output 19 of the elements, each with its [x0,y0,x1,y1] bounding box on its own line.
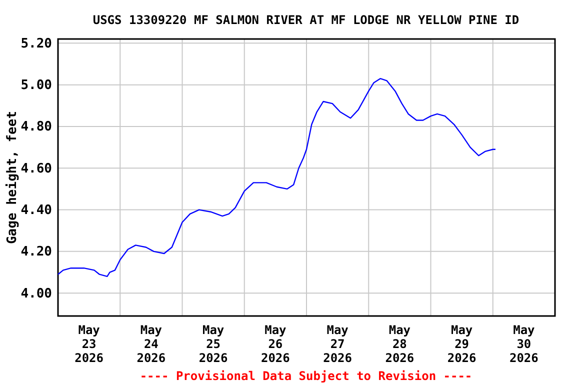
y-tick-label: 5.20 [20,36,52,52]
y-tick-label: 4.00 [20,286,52,302]
x-tick-label: May 24 2026 [136,323,166,365]
y-tick-label: 4.20 [20,244,52,260]
x-tick-label: May 29 2026 [447,323,476,365]
y-tick-label: 4.80 [20,120,52,135]
x-tick-label: May 25 2026 [198,323,228,365]
y-axis-title: Gage height, feet [5,110,20,244]
y-tick-label: 5.00 [20,78,52,93]
x-tick-label: May 26 2026 [260,323,290,365]
line-series [57,78,496,278]
text: ---- Provisional Data Subject to Revision ---- [140,369,472,383]
y-tick-label: 4.40 [20,202,52,218]
y-tick-label: 4.60 [20,161,52,176]
chart-title: USGS 13309220 MF SALMON RIVER AT MF LODGE NR YELLOW PINE ID [92,13,520,27]
x-tick-label: May 23 2026 [74,323,104,365]
x-tick-label: May 30 2026 [509,323,538,365]
x-tick-label: May 28 2026 [385,323,414,365]
x-tick-label: May 27 2026 [323,323,352,365]
